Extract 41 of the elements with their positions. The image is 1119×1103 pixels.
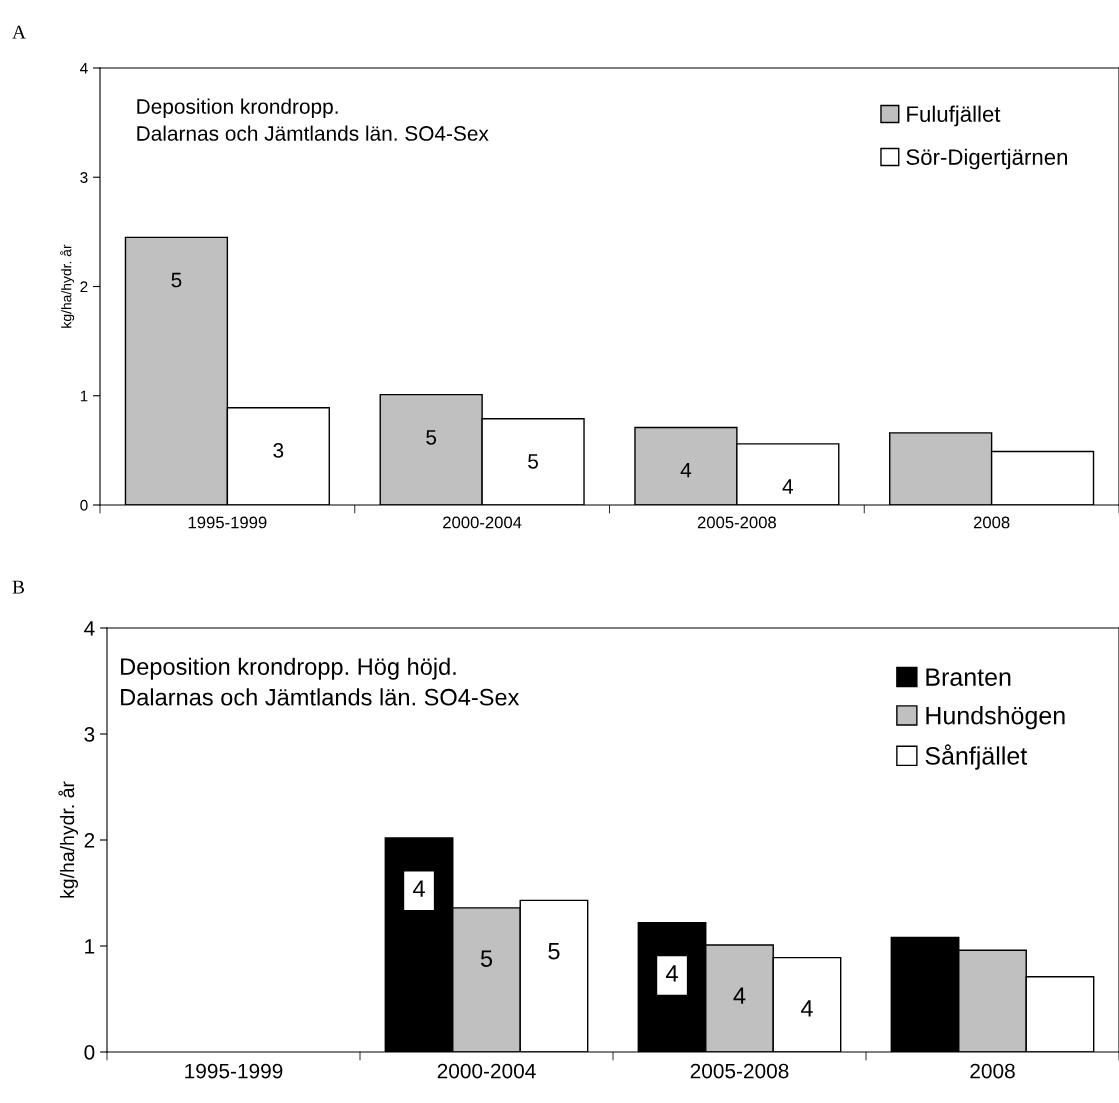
- x-tick-label: 2005-2008: [697, 516, 777, 529]
- x-tick-label: 2005-2008: [690, 1063, 789, 1079]
- annotation: 5: [480, 950, 493, 967]
- annotation: 4: [733, 987, 746, 1004]
- y-tick-label: 4: [80, 63, 88, 74]
- y-tick-label: 0: [84, 1045, 95, 1060]
- annotation: 5: [528, 454, 538, 469]
- annotation: 4: [680, 462, 692, 478]
- text: Deposition krondropp. Hög höjd. Dalarnas och Jämtlands län. SO4-Sex: [121, 657, 520, 706]
- y-axis-title: kg/ha/hydr. år: [60, 244, 75, 328]
- y-tick-label: 2: [80, 281, 88, 293]
- text: Deposition krondropp. Dalarnas och Jämtlands län. SO4-Sex: [137, 98, 489, 141]
- y-axis-title: kg/ha/hydr. år: [58, 781, 79, 898]
- annotation: 3: [273, 443, 284, 458]
- y-tick-label: 1: [85, 939, 95, 954]
- annotation: 4: [800, 1000, 813, 1017]
- y-tick-label: 0: [80, 499, 88, 511]
- x-tick-label: 2000-2004: [437, 1063, 536, 1079]
- text: A: [12, 25, 26, 39]
- x-tick-label: 1995-1999: [185, 1063, 283, 1079]
- text: B: [12, 580, 25, 594]
- y-tick-label: 1: [80, 390, 88, 402]
- legend-label: Sör-Digertjärnen: [906, 148, 1067, 170]
- y-tick-label: 3: [84, 727, 95, 742]
- legend-label: Branten: [926, 668, 1011, 686]
- annotation: 5: [548, 943, 560, 960]
- annotation: 4: [666, 965, 678, 982]
- x-tick-label: 2008: [973, 516, 1010, 529]
- legend-label: Hundshögen: [926, 706, 1065, 730]
- x-tick-label: 1995-1999: [188, 516, 267, 529]
- legend-label: Fulufjället: [907, 105, 1001, 127]
- y-tick-label: 4: [84, 621, 95, 636]
- legend-label: Sånfjället: [925, 744, 1028, 770]
- x-tick-label: 2000-2004: [443, 516, 522, 529]
- y-tick-label: 3: [80, 172, 88, 183]
- annotation: 4: [413, 880, 425, 897]
- y-tick-label: 2: [84, 833, 95, 848]
- annotation: 4: [782, 479, 794, 494]
- annotation: 5: [426, 430, 437, 445]
- annotation: 5: [171, 272, 182, 288]
- x-tick-label: 2008: [970, 1063, 1015, 1079]
